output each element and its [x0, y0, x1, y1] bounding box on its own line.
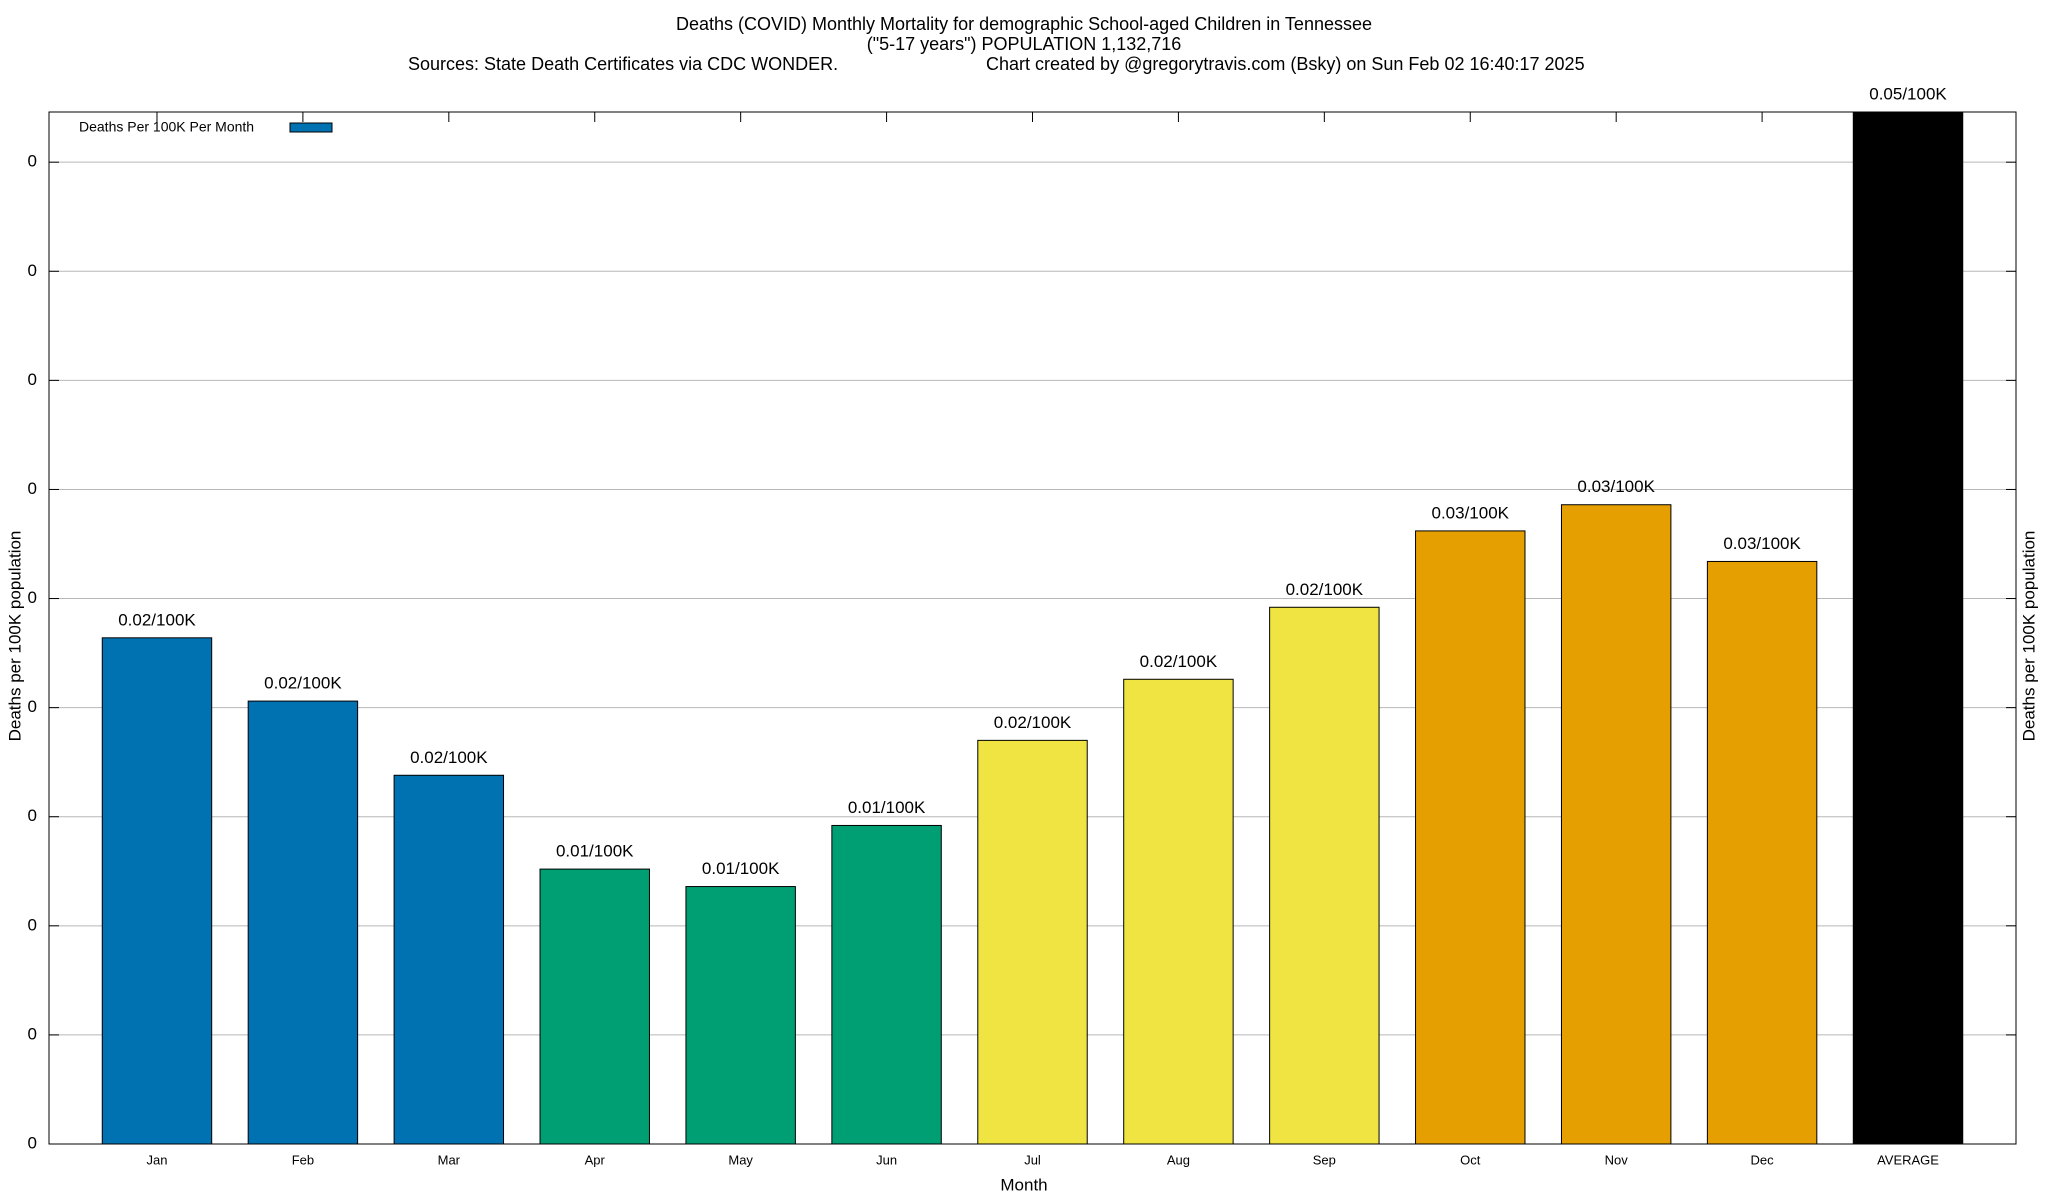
value-label: 0.02/100K: [118, 610, 196, 629]
value-label: 0.02/100K: [1286, 580, 1364, 599]
y-tick-label: 0: [28, 806, 37, 825]
bar: [1269, 606, 1380, 1144]
bar: [685, 886, 796, 1144]
x-tick-label: May: [728, 1152, 753, 1167]
bar: [831, 824, 942, 1144]
value-label: 0.01/100K: [848, 798, 926, 817]
x-tick-label: Jul: [1024, 1152, 1041, 1167]
y-tick-label: 0: [28, 479, 37, 498]
bar: [1852, 112, 1964, 1144]
y-tick-label: 0: [28, 1024, 37, 1043]
value-label: 0.03/100K: [1577, 477, 1655, 496]
x-tick-label: Aug: [1167, 1152, 1190, 1167]
value-label: 0.02/100K: [410, 748, 488, 767]
bar: [539, 868, 650, 1144]
value-label: 0.01/100K: [556, 842, 634, 861]
value-label: 0.05/100K: [1869, 84, 1947, 103]
value-label: 0.03/100K: [1432, 503, 1510, 522]
value-label: 0.02/100K: [994, 713, 1072, 732]
chart-subtitle: ("5-17 years") POPULATION 1,132,716: [867, 34, 1182, 54]
value-label: 0.02/100K: [1140, 652, 1218, 671]
y-tick-label: 0: [28, 588, 37, 607]
y-tick-label: 0: [28, 261, 37, 280]
value-label: 0.03/100K: [1723, 534, 1801, 553]
bar: [101, 637, 213, 1144]
x-tick-label: Sep: [1313, 1152, 1336, 1167]
x-tick-label: Dec: [1751, 1152, 1775, 1167]
bar: [1706, 560, 1818, 1144]
bar: [977, 739, 1088, 1144]
legend-label: Deaths Per 100K Per Month: [79, 119, 254, 135]
y-tick-label: 0: [28, 370, 37, 389]
bar: [247, 700, 359, 1144]
value-label: 0.01/100K: [702, 859, 780, 878]
bar: [1123, 678, 1234, 1144]
x-tick-label: Jun: [876, 1152, 897, 1167]
x-tick-label: Oct: [1460, 1152, 1481, 1167]
credit: Chart created by @gregorytravis.com (Bsk…: [986, 54, 1585, 74]
x-tick-label: Nov: [1605, 1152, 1629, 1167]
y-tick-label: 0: [28, 697, 37, 716]
bar: [1560, 504, 1672, 1144]
bar: [1415, 530, 1526, 1144]
bar: [393, 774, 505, 1144]
x-tick-label: Mar: [438, 1152, 461, 1167]
x-tick-label: AVERAGE: [1877, 1152, 1939, 1167]
y2-axis-label: Deaths per 100K population: [2019, 531, 2038, 742]
chart-title: Deaths (COVID) Monthly Mortality for dem…: [676, 14, 1372, 34]
x-tick-label: Apr: [585, 1152, 606, 1167]
y-tick-label: 0: [28, 1133, 37, 1152]
y-tick-label: 0: [28, 152, 37, 171]
plot-frame: [48, 111, 2017, 1145]
y-tick-label: 0: [28, 915, 37, 934]
source: Sources: State Death Certificates via CD…: [408, 54, 838, 74]
x-tick-label: Jan: [146, 1152, 167, 1167]
value-label: 0.02/100K: [264, 674, 342, 693]
y-axis-label: Deaths per 100K population: [5, 531, 24, 742]
x-axis-label: Month: [1000, 1175, 1047, 1194]
legend-swatch: [289, 122, 333, 133]
x-tick-label: Feb: [292, 1152, 314, 1167]
